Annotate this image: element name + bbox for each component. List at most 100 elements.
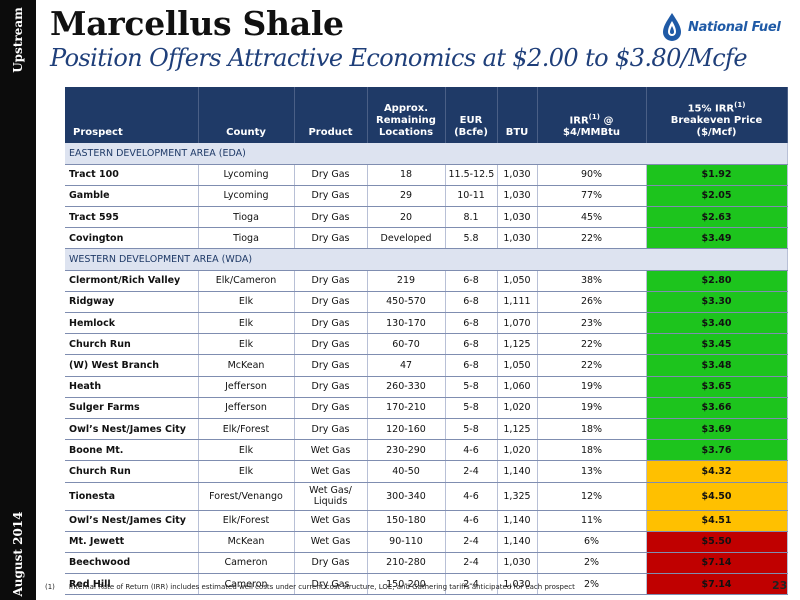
cell-eur: 5-8 bbox=[445, 376, 498, 398]
header-eur-line1: EUR bbox=[459, 115, 483, 126]
table-body: EASTERN DEVELOPMENT AREA (EDA) Tract 100 L… bbox=[65, 143, 788, 596]
table-row: Tionesta Forest/Venango Wet Gas/ Liquids 30… bbox=[65, 482, 788, 511]
cell-price: $3.69 bbox=[646, 418, 788, 441]
cell-locations: 150-180 bbox=[367, 510, 446, 532]
cell-irr: 22% bbox=[537, 227, 647, 250]
cell-product: Wet Gas bbox=[294, 531, 368, 553]
cell-county: Lycoming bbox=[198, 164, 295, 186]
header-locations-line1: Approx. bbox=[383, 103, 429, 114]
cell-product: Dry Gas bbox=[294, 206, 368, 229]
cell-btu: 1,060 bbox=[497, 376, 538, 398]
cell-product: Dry Gas bbox=[294, 333, 368, 356]
header-prospect: Prospect bbox=[65, 87, 199, 143]
cell-price: $2.80 bbox=[646, 270, 788, 292]
table-row: Owl’s Nest/James City Elk/Forest Wet Gas 15… bbox=[65, 510, 788, 532]
cell-eur: 10-11 bbox=[445, 185, 498, 208]
flame-drop-icon bbox=[663, 13, 681, 41]
cell-prospect: Sulger Farms bbox=[65, 397, 199, 419]
cell-product: Dry Gas bbox=[294, 291, 368, 314]
table-row: Hemlock Elk Dry Gas 130-170 6-8 1,070 23% $3.40 bbox=[65, 312, 788, 335]
cell-prospect: Church Run bbox=[65, 333, 199, 356]
cell-locations: 210-280 bbox=[367, 552, 446, 575]
cell-eur: 2-4 bbox=[445, 460, 498, 483]
cell-locations: 120-160 bbox=[367, 418, 446, 441]
cell-product: Wet Gas bbox=[294, 510, 368, 532]
cell-prospect: Ridgway bbox=[65, 291, 199, 314]
cell-product: Dry Gas bbox=[294, 397, 368, 419]
cell-county: Forest/Venango bbox=[198, 482, 295, 511]
cell-price: $4.51 bbox=[646, 510, 788, 532]
cell-prospect: Tract 595 bbox=[65, 206, 199, 229]
cell-product: Dry Gas bbox=[294, 164, 368, 186]
cell-locations: 300-340 bbox=[367, 482, 446, 511]
cell-irr: 22% bbox=[537, 333, 647, 356]
table-header-row: Prospect County Product Approx. Remainin… bbox=[65, 87, 788, 143]
cell-locations: 60-70 bbox=[367, 333, 446, 356]
cell-price: $3.49 bbox=[646, 227, 788, 250]
cell-county: McKean bbox=[198, 354, 295, 377]
cell-county: Cameron bbox=[198, 552, 295, 575]
table-row: Mt. Jewett McKean Wet Gas 90-110 2-4 1,140 6% $… bbox=[65, 531, 788, 553]
table-row: Tract 595 Tioga Dry Gas 20 8.1 1,030 45% $2.63 bbox=[65, 206, 788, 229]
table-row: Owl’s Nest/James City Elk/Forest Dry Gas 12… bbox=[65, 418, 788, 441]
cell-eur: 6-8 bbox=[445, 291, 498, 314]
cell-price: $1.92 bbox=[646, 164, 788, 186]
cell-btu: 1,030 bbox=[497, 185, 538, 208]
table-row: Gamble Lycoming Dry Gas 29 10-11 1,030 77% $2.0… bbox=[65, 185, 788, 208]
economics-table-container: Prospect County Product Approx. Remainin… bbox=[65, 87, 788, 596]
table-row: Boone Mt. Elk Wet Gas 230-290 4-6 1,020 18% $3.… bbox=[65, 439, 788, 462]
cell-eur: 2-4 bbox=[445, 573, 498, 596]
cell-county: Elk bbox=[198, 333, 295, 356]
cell-locations: 47 bbox=[367, 354, 446, 377]
cell-btu: 1,030 bbox=[497, 206, 538, 229]
cell-eur: 6-8 bbox=[445, 333, 498, 356]
footnote-mark: (1) bbox=[45, 583, 55, 591]
header-breakeven: 15% IRR(1) Breakeven Price ($/Mcf) bbox=[646, 87, 788, 143]
header-irr-line2: $4/MMBtu bbox=[563, 127, 620, 138]
cell-irr: 90% bbox=[537, 164, 647, 186]
cell-county: Elk/Cameron bbox=[198, 270, 295, 292]
cell-locations: 450-570 bbox=[367, 291, 446, 314]
cell-eur: 4-6 bbox=[445, 482, 498, 511]
cell-county: McKean bbox=[198, 531, 295, 553]
cell-price: $3.30 bbox=[646, 291, 788, 314]
header-breakeven-line3: ($/Mcf) bbox=[696, 127, 737, 138]
cell-btu: 1,140 bbox=[497, 460, 538, 483]
cell-btu: 1,140 bbox=[497, 531, 538, 553]
table-row: Church Run Elk Dry Gas 60-70 6-8 1,125 22% $3.4… bbox=[65, 333, 788, 356]
cell-county: Elk/Forest bbox=[198, 510, 295, 532]
cell-prospect: Tract 100 bbox=[65, 164, 199, 186]
cell-prospect: Red Hill bbox=[65, 573, 199, 596]
cell-price: $3.45 bbox=[646, 333, 788, 356]
cell-irr: 2% bbox=[537, 573, 647, 596]
header-irr-footnote-mark: (1) bbox=[588, 112, 600, 121]
cell-county: Elk bbox=[198, 439, 295, 462]
cell-county: Elk bbox=[198, 460, 295, 483]
cell-eur: 4-6 bbox=[445, 439, 498, 462]
cell-prospect: Heath bbox=[65, 376, 199, 398]
cell-county: Elk/Forest bbox=[198, 418, 295, 441]
cell-product: Dry Gas bbox=[294, 270, 368, 292]
cell-product: Dry Gas bbox=[294, 376, 368, 398]
cell-locations: 230-290 bbox=[367, 439, 446, 462]
cell-product: Wet Gas bbox=[294, 460, 368, 483]
section-header-row: EASTERN DEVELOPMENT AREA (EDA) bbox=[65, 143, 788, 165]
header-irr: IRR(1) @ $4/MMBtu bbox=[537, 87, 647, 143]
cell-locations: 40-50 bbox=[367, 460, 446, 483]
header-eur: EUR (Bcfe) bbox=[445, 87, 498, 143]
cell-irr: 23% bbox=[537, 312, 647, 335]
cell-locations: 260-330 bbox=[367, 376, 446, 398]
cell-locations: 18 bbox=[367, 164, 446, 186]
header-county: County bbox=[198, 87, 295, 143]
cell-eur: 4-6 bbox=[445, 510, 498, 532]
cell-county: Jefferson bbox=[198, 397, 295, 419]
cell-locations: Developed bbox=[367, 227, 446, 250]
table-row: Red Hill Cameron Dry Gas 150-200 2-4 1,030 2% $… bbox=[65, 573, 788, 596]
cell-eur: 5-8 bbox=[445, 418, 498, 441]
logo-wordmark: National Fuel bbox=[688, 19, 781, 35]
cell-btu: 1,140 bbox=[497, 510, 538, 532]
cell-price: $3.40 bbox=[646, 312, 788, 335]
cell-btu: 1,030 bbox=[497, 164, 538, 186]
sidebar-date-label: August 2014 bbox=[11, 511, 25, 597]
cell-irr: 19% bbox=[537, 376, 647, 398]
